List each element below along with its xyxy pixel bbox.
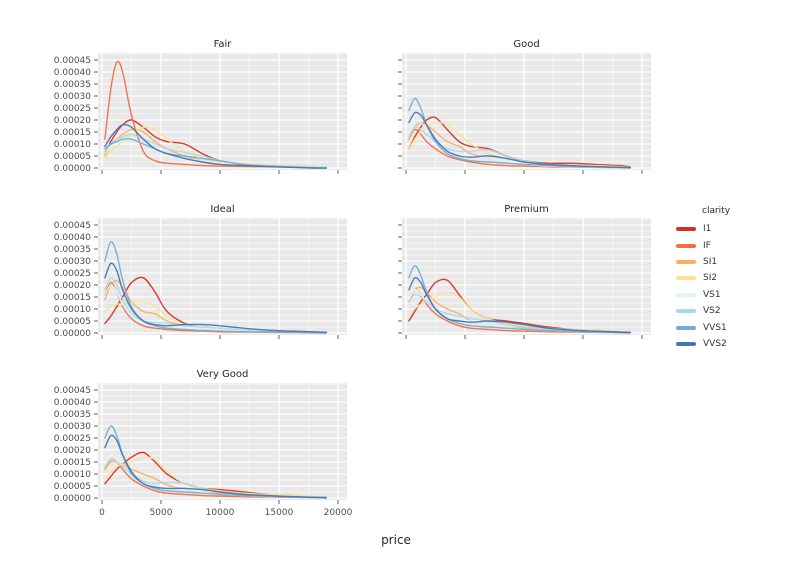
y-tick-label: 0.00045 (54, 386, 91, 396)
y-tick-label: 0.00005 (54, 482, 91, 492)
x-tick-label: 0 (99, 508, 105, 518)
x-tick-label: 15000 (265, 508, 294, 518)
y-tick-label: 0.00020 (54, 446, 91, 456)
curves-group (104, 60, 327, 169)
legend-label-VS1: VS1 (703, 289, 721, 300)
legend-swatch-SI1 (676, 259, 696, 264)
legend-entry-VVS1: VVS1 (676, 319, 730, 335)
legend-label-I1: I1 (703, 224, 712, 235)
panel-background (402, 218, 651, 335)
kde-curve-premium-VVS2 (408, 276, 631, 334)
y-tick-label: 0.00020 (54, 116, 91, 126)
legend-label-VVS1: VVS1 (703, 322, 727, 333)
legend-label-SI1: SI1 (703, 256, 718, 267)
y-tick-label: 0.00025 (54, 434, 91, 444)
y-tick-label: 0.00010 (54, 305, 91, 315)
legend-entry-I1: I1 (676, 221, 730, 237)
legend-entry-IF: IF (676, 237, 730, 253)
x-tick-label: 20000 (324, 508, 353, 518)
y-tick-label: 0.00035 (54, 410, 91, 420)
legend-entry-VS2: VS2 (676, 303, 730, 319)
curves-group (408, 265, 631, 334)
kde-curve-very-good-VVS2 (104, 434, 327, 499)
curves-group (408, 97, 631, 169)
legend-label-IF: IF (703, 240, 711, 251)
legend-entry-VVS2: VVS2 (676, 336, 730, 352)
y-tick-label: 0.00005 (54, 152, 91, 162)
legend-swatch-VVS1 (676, 325, 696, 330)
legend-label-SI2: SI2 (703, 273, 718, 284)
y-tick-label: 0.00035 (54, 245, 91, 255)
kde-curve-good-SI2 (408, 121, 631, 168)
legend-label-VVS2: VVS2 (703, 338, 727, 349)
y-tick-label: 0.00015 (54, 293, 91, 303)
y-tick-label: 0.00030 (54, 422, 91, 432)
y-tick-label: 0.00040 (54, 233, 91, 243)
legend-entry-SI2: SI2 (676, 270, 730, 286)
legend-swatch-VVS2 (676, 341, 696, 346)
y-tick-label: 0.00015 (54, 128, 91, 138)
facet-premium: Premium (398, 204, 651, 339)
y-tick-label: 0.00010 (54, 140, 91, 150)
legend-entry-VS1: VS1 (676, 287, 730, 303)
panel-background (98, 53, 347, 170)
facet-fair: 0.00000 0.00005 0.00010 0.00015 0.00020 0.000… (54, 39, 347, 174)
y-tick-label: 0.00035 (54, 80, 91, 90)
y-tick-label: 0.00045 (54, 221, 91, 231)
y-tick-label: 0.00020 (54, 281, 91, 291)
y-tick-label: 0.00040 (54, 398, 91, 408)
legend-entries: I1 IF SI1 SI2 VS1 VS2 VVS1 VVS2 (676, 221, 730, 352)
legend-entry-SI1: SI1 (676, 254, 730, 270)
kde-curve-good-VVS2 (408, 111, 631, 169)
legend: clarity I1 IF SI1 SI2 VS1 VS2 VVS1 VVS2 (676, 206, 730, 352)
y-tick-label: 0.00030 (54, 92, 91, 102)
legend-label-VS2: VS2 (703, 306, 721, 317)
kde-curve-very-good-SI2 (104, 456, 327, 498)
curves-group (104, 425, 327, 499)
x-tick-label: 5000 (150, 508, 173, 518)
facet-ideal: 0.00000 0.00005 0.00010 0.00015 0.00020 0.000… (54, 204, 347, 339)
y-tick-label: 0.00000 (54, 164, 91, 174)
y-tick-label: 0.00010 (54, 470, 91, 480)
kde-curve-fair-VVS2 (104, 123, 327, 169)
kde-curve-ideal-VVS1 (104, 241, 327, 334)
facet-title-very-good: Very Good (197, 369, 249, 380)
facet-title-ideal: Ideal (210, 204, 234, 215)
y-tick-label: 0.00015 (54, 458, 91, 468)
facet-title-premium: Premium (504, 204, 549, 215)
y-tick-label: 0.00040 (54, 68, 91, 78)
facet-title-fair: Fair (214, 39, 233, 50)
legend-title: clarity (702, 206, 731, 216)
panel-background (98, 383, 347, 500)
y-tick-label: 0.00005 (54, 317, 91, 327)
facet-title-good: Good (513, 39, 539, 50)
legend-swatch-SI2 (676, 276, 696, 281)
y-tick-label: 0.00000 (54, 329, 91, 339)
kde-curve-good-VVS1 (408, 97, 631, 169)
y-tick-label: 0.00045 (54, 56, 91, 66)
kde-curve-premium-SI2 (408, 291, 631, 333)
panel-background (402, 53, 651, 170)
y-tick-label: 0.00000 (54, 494, 91, 504)
legend-swatch-VS2 (676, 309, 696, 314)
kde-curve-ideal-VVS2 (104, 262, 327, 333)
y-tick-label: 0.00025 (54, 104, 91, 114)
legend-swatch-I1 (676, 227, 696, 232)
x-tick-label: 10000 (206, 508, 235, 518)
legend-swatch-VS1 (676, 292, 696, 297)
y-tick-label: 0.00025 (54, 269, 91, 279)
kde-curve-premium-VVS1 (408, 265, 631, 334)
x-axis-label: price (381, 533, 411, 547)
y-tick-label: 0.00030 (54, 257, 91, 267)
facet-good: Good (398, 39, 651, 174)
curves-group (104, 241, 327, 334)
facet-very-good: 0.00000 0.00005 0.00010 0.00015 0.00020 0.000… (54, 369, 353, 518)
legend-swatch-IF (676, 243, 696, 248)
